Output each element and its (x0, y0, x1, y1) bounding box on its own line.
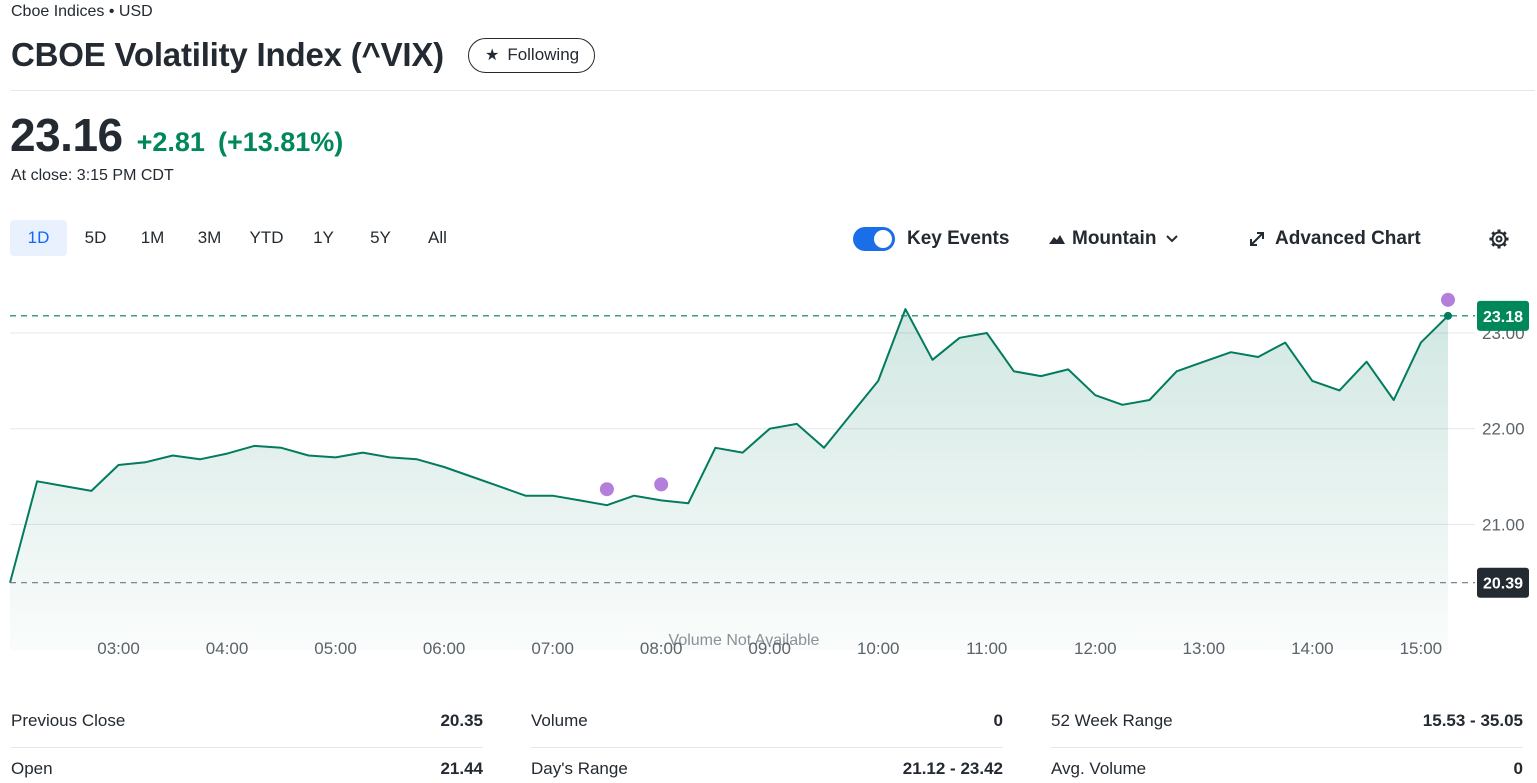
stats-column-2: Volume 0 Day's Range 21.12 - 23.42 (531, 700, 1003, 783)
stat-value: 20.35 (440, 711, 483, 730)
series-area (10, 309, 1448, 650)
mountain-icon (1048, 232, 1066, 246)
x-tick-label: 06:00 (423, 639, 466, 658)
following-label: Following (507, 45, 580, 64)
range-1d[interactable]: 1D (10, 220, 67, 256)
x-tick-label: 08:00 (640, 639, 683, 658)
range-1y[interactable]: 1Y (313, 228, 334, 247)
quote-row: 23.16 +2.81 (+13.81%) (10, 108, 343, 162)
x-tick-label: 05:00 (314, 639, 357, 658)
key-event-marker (599, 482, 614, 497)
range-selector: 1D 5D 1M 3M YTD 1Y 5Y All (10, 220, 466, 256)
stat-row: Avg. Volume 0 (1051, 748, 1523, 783)
key-event-marker (1441, 292, 1455, 307)
chevron-down-icon (1166, 235, 1179, 243)
key-events-label: Key Events (907, 228, 1010, 249)
y-tick-label: 21.00 (1482, 515, 1525, 534)
price-change: +2.81 (136, 127, 205, 157)
x-tick-label: 07:00 (531, 639, 574, 658)
stat-label: 52 Week Range (1051, 711, 1173, 730)
x-tick-label: 13:00 (1183, 639, 1226, 658)
x-tick-label: 09:00 (748, 639, 791, 658)
price-chart[interactable]: 23.00 22.00 21.00 23.18 20.39 Volume Not Avai… (0, 280, 1537, 680)
x-tick-label: 03:00 (97, 639, 140, 658)
x-tick-label: 15:00 (1400, 639, 1443, 658)
quote-stats: Previous Close 20.35 Open 21.44 Volume 0… (11, 700, 1523, 783)
stat-row: 52 Week Range 15.53 - 35.05 (1051, 700, 1523, 748)
last-value-badge (1477, 300, 1529, 331)
range-all[interactable]: All (428, 228, 447, 247)
range-1m[interactable]: 1M (140, 228, 165, 247)
key-events-toggle[interactable] (853, 227, 895, 251)
stat-label: Previous Close (11, 711, 126, 730)
y-tick-label: 22.00 (1482, 420, 1525, 439)
stat-label: Open (11, 759, 53, 778)
last-point-marker (1444, 311, 1452, 320)
x-tick-label: 12:00 (1074, 639, 1117, 658)
prev-close-badge (1477, 567, 1529, 598)
gear-icon (1488, 228, 1510, 250)
page-title: CBOE Volatility Index (^VIX) (11, 36, 444, 73)
stats-column-1: Previous Close 20.35 Open 21.44 (11, 700, 483, 783)
range-5d[interactable]: 5D (84, 228, 107, 247)
stat-row: Previous Close 20.35 (11, 700, 483, 748)
header-divider (11, 90, 1535, 91)
x-tick-label: 04:00 (206, 639, 249, 658)
chart-type-dropdown[interactable]: Mountain (1048, 222, 1179, 256)
stat-value: 0 (993, 711, 1003, 730)
range-5y[interactable]: 5Y (370, 228, 391, 247)
range-ytd[interactable]: YTD (249, 228, 284, 247)
advanced-chart-button[interactable]: Advanced Chart (1248, 222, 1421, 256)
close-time: At close: 3:15 PM CDT (11, 167, 174, 184)
current-price: 23.16 (10, 109, 123, 161)
x-tick-label: 11:00 (966, 639, 1007, 658)
expand-icon (1248, 230, 1266, 248)
stat-label: Avg. Volume (1051, 759, 1147, 778)
prev-close-label: 20.39 (1483, 576, 1523, 593)
stat-label: Day's Range (531, 759, 628, 778)
x-tick-label: 10:00 (857, 639, 900, 658)
stat-row: Open 21.44 (11, 748, 483, 783)
key-event-marker (654, 477, 669, 492)
toggle-knob (874, 230, 892, 248)
title-row: CBOE Volatility Index (^VIX) ★ Following (11, 36, 596, 74)
stat-value: 0 (1513, 759, 1523, 778)
last-value-label: 23.18 (1483, 309, 1523, 326)
series-line (9, 308, 1449, 583)
following-button[interactable]: ★ Following (467, 37, 596, 73)
stat-value: 21.44 (440, 759, 483, 778)
exchange-label: Cboe Indices • USD (11, 3, 153, 20)
chart-type-label: Mountain (1072, 228, 1157, 249)
stats-column-3: 52 Week Range 15.53 - 35.05 Avg. Volume … (1051, 700, 1523, 783)
advanced-chart-label: Advanced Chart (1275, 228, 1421, 249)
price-change-percent: (+13.81%) (217, 127, 344, 157)
volume-note: Volume Not Available (669, 632, 820, 649)
stat-row: Volume 0 (531, 700, 1003, 748)
stat-value: 15.53 - 35.05 (1422, 711, 1523, 730)
stat-label: Volume (531, 711, 588, 730)
x-tick-label: 14:00 (1291, 639, 1334, 658)
stat-row: Day's Range 21.12 - 23.42 (531, 748, 1003, 783)
settings-button[interactable] (1488, 222, 1510, 256)
range-3m[interactable]: 3M (197, 228, 222, 247)
stat-value: 21.12 - 23.42 (902, 759, 1003, 778)
star-icon: ★ (484, 47, 500, 64)
key-events-control[interactable]: Key Events (853, 222, 1009, 256)
